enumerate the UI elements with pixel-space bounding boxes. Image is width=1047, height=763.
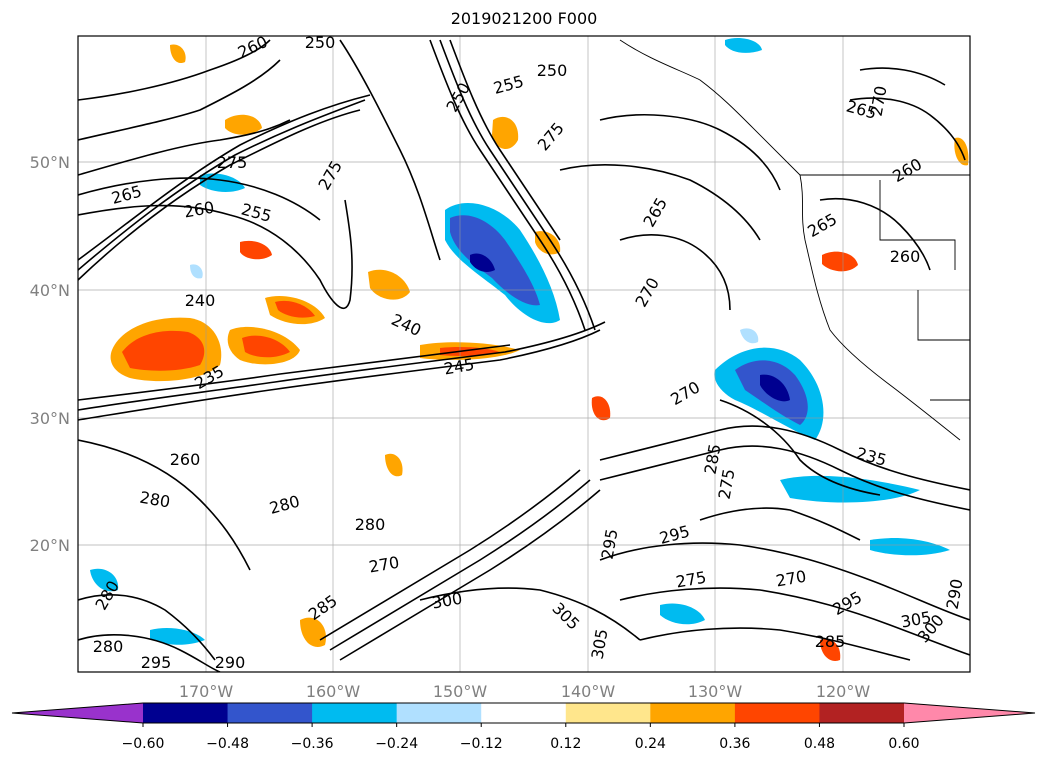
longitude-labels: 170°W 160°W 150°W 140°W 130°W 120°W [179,682,871,701]
colorbar-extend-high [904,703,1035,723]
lon-label: 150°W [433,682,488,701]
contour-label: 285 [815,632,846,651]
lat-label: 30°N [30,409,70,428]
lon-label: 170°W [179,682,234,701]
lat-label: 20°N [30,536,70,555]
colorbar-tick-label: −0.48 [206,736,249,752]
colorbar-bin [481,703,567,723]
colorbar-bin [227,703,313,723]
colorbar-tick-label: −0.12 [460,736,503,752]
colorbar-bin [819,703,905,723]
lon-label: 140°W [561,682,616,701]
contour-label: 280 [93,637,124,656]
colorbar-bin [143,703,229,723]
colorbar-tick-label: −0.36 [291,736,334,752]
colorbar-tick-label: −0.24 [375,736,418,752]
colorbar-bin [650,703,736,723]
contour-label: 275 [217,153,248,172]
contour-label: 250 [537,61,568,80]
colorbar-bin [396,703,482,723]
map-frame [77,35,971,673]
lon-label: 160°W [306,682,361,701]
latitude-labels: 50°N 40°N 30°N 20°N [30,153,70,555]
contour-label: 290 [215,653,246,672]
colorbar-tick-label: 0.12 [550,736,581,752]
shaded-anomaly-field [90,38,969,661]
lat-label: 40°N [30,281,70,300]
contour-label: 260 [170,450,201,469]
contour-label: 295 [141,653,172,672]
lon-label: 120°W [816,682,871,701]
colorbar-bin [734,703,820,723]
colorbar-bin [565,703,651,723]
contour-label: 250 [305,33,336,52]
map-gridlines [78,36,970,672]
colorbar: −0.60 −0.48 −0.36 −0.24 −0.12 0.12 0.24 0.36 0.4… [11,702,1036,752]
colorbar-tick-label: −0.60 [122,736,165,752]
colorbar-tick-label: 0.24 [635,736,666,752]
colorbar-bin [312,703,398,723]
map-title: 2019021200 F000 [450,9,598,28]
lon-label: 130°W [688,682,743,701]
map-background [78,36,970,672]
contour-label: 280 [355,515,386,534]
colorbar-extend-low [12,703,143,723]
colorbar-tick-label: 0.36 [719,736,750,752]
colorbar-tick-label: 0.60 [888,736,919,752]
lat-label: 50°N [30,153,70,172]
colorbar-tick-label: 0.48 [804,736,835,752]
contour-label: 260 [890,247,921,266]
height-contours [78,39,970,672]
contour-label: 240 [185,291,216,310]
